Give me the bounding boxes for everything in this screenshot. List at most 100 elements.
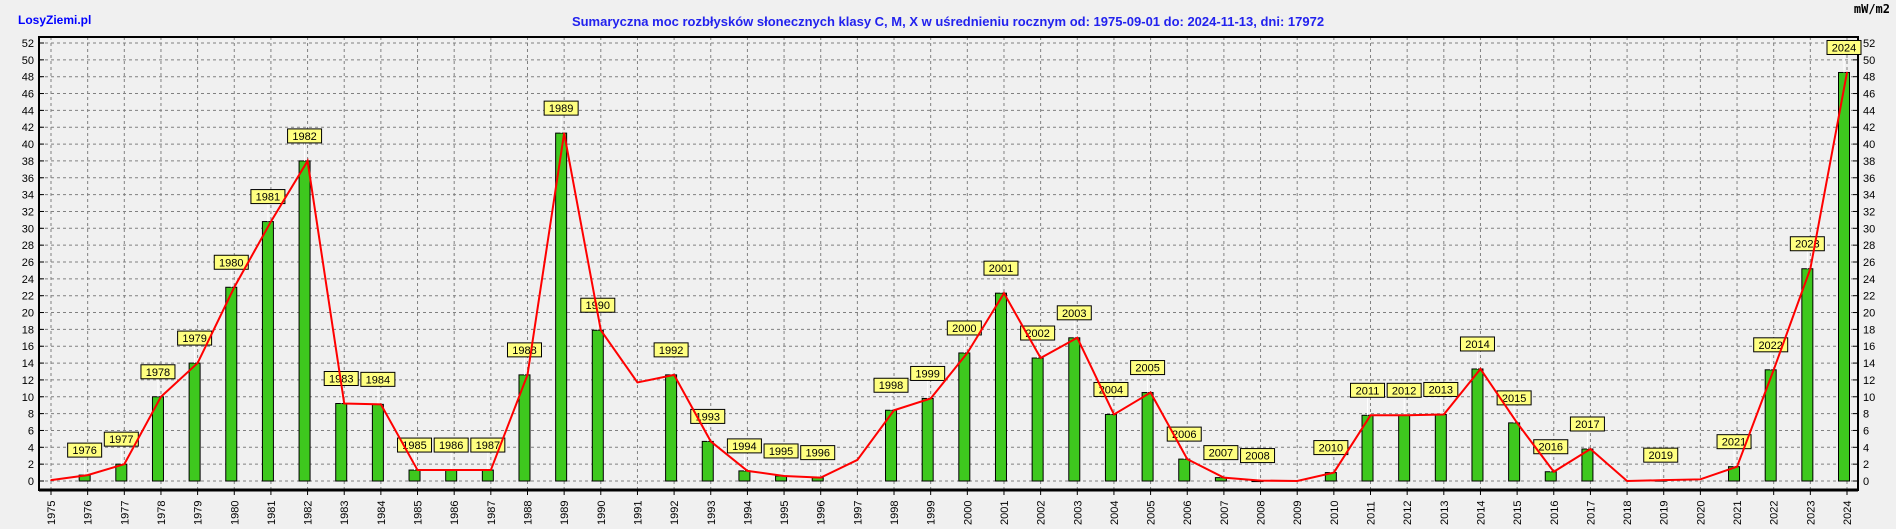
line-point [966,352,969,354]
data-label: 2012 [1392,385,1416,397]
x-tick-label: 1998 [889,501,901,525]
data-label-box [1130,360,1166,376]
line-point [123,463,126,465]
y-tick-label-left: 16 [22,341,34,353]
y-tick-label-right: 28 [1863,240,1875,252]
data-label: 2010 [1319,443,1343,455]
data-label: 1984 [366,374,390,386]
y-tick-label-left: 14 [22,358,34,370]
data-label-box [360,371,396,387]
bar [1544,471,1557,482]
line-point [306,160,309,162]
data-label: 1986 [439,440,463,452]
line-point [1149,391,1152,394]
x-tick-label: 1977 [119,501,131,525]
x-tick-label: 1995 [779,501,791,525]
y-tick-label-right: 52 [1863,38,1875,50]
line-point [1223,476,1225,479]
line-point [893,409,895,412]
line-point [1406,414,1408,417]
data-label: 1993 [696,411,720,423]
data-label: 2003 [1062,308,1086,320]
data-label-box [287,128,323,144]
brand-logo[interactable]: LosyZiemi.pl [18,13,92,27]
data-label: 1976 [72,445,96,457]
data-label-box [1240,448,1276,464]
x-tick-label: 2017 [1585,501,1597,525]
x-tick-label: 2000 [962,501,974,525]
data-label-box [1056,305,1092,321]
line-point [856,459,859,461]
data-label-box [983,260,1019,276]
x-tick-label: 1997 [852,501,864,525]
data-label-box [67,442,103,458]
bar [1104,413,1117,482]
y-tick-label-right: 40 [1863,139,1875,151]
line-point [380,403,382,406]
data-label-box [1350,382,1386,398]
line-point [160,395,162,398]
data-label: 2006 [1172,429,1196,441]
data-label: 1985 [402,440,426,452]
bar [371,403,384,482]
y-tick-label-right: 0 [1863,476,1869,488]
y-tick-label-right: 24 [1863,274,1875,286]
line-point [1809,267,1812,270]
data-label-box [177,330,213,346]
bar [1801,268,1814,482]
x-tick-label: 2003 [1072,501,1084,525]
x-tick-label: 2009 [1292,501,1304,525]
y-tick-label-right: 18 [1863,324,1875,336]
data-label-box [470,437,506,453]
line-point [1626,480,1628,482]
data-label-box [1386,382,1422,398]
line-point [1699,478,1702,481]
data-label-box [1459,336,1495,352]
data-label-box [433,437,469,453]
y-tick-label-left: 42 [22,122,34,134]
data-label: 1999 [915,368,939,380]
x-tick-label: 2018 [1622,501,1634,525]
x-tick-label: 2012 [1402,501,1414,525]
x-tick-label: 1999 [926,501,938,525]
y-axis-unit: mW/m2 [1853,2,1890,16]
x-tick-label: 2001 [999,501,1011,525]
data-label: 2008 [1245,451,1269,463]
data-label: 1988 [512,345,536,357]
line-point [1039,357,1042,359]
bar [1178,458,1191,482]
bar [921,397,934,482]
chart-title: Sumaryczna moc rozbłysków słonecznych kl… [571,14,1325,29]
data-label: 1990 [586,300,610,312]
y-tick-label-left: 18 [22,324,34,336]
data-label-box [1423,381,1459,397]
line-point [783,475,785,477]
x-tick-label: 1991 [632,501,644,525]
bar [1141,392,1154,482]
x-tick-label: 1975 [46,501,58,525]
x-tick-label: 1989 [559,501,571,525]
bar [481,469,494,482]
x-tick-label: 1993 [706,501,718,525]
line-point [1296,480,1299,482]
line-point [1736,465,1738,468]
data-label-box [1643,447,1679,463]
x-tick-label: 2021 [1732,501,1744,525]
x-tick-label: 2024 [1842,501,1854,525]
y-tick-label-right: 12 [1863,375,1875,387]
y-tick-label-right: 34 [1863,190,1875,202]
line-point [563,132,565,134]
data-label: 2019 [1648,450,1672,462]
data-label-box [1496,390,1532,406]
data-label-box [1093,381,1129,397]
x-tick-label: 1988 [522,501,534,525]
line-point [1113,413,1115,416]
line-point [343,402,346,405]
bar [1471,368,1484,482]
data-label: 1994 [732,441,756,453]
y-tick-label-right: 36 [1863,173,1875,185]
bar [298,160,311,482]
line-point [1333,471,1335,474]
data-label: 1992 [659,345,683,357]
